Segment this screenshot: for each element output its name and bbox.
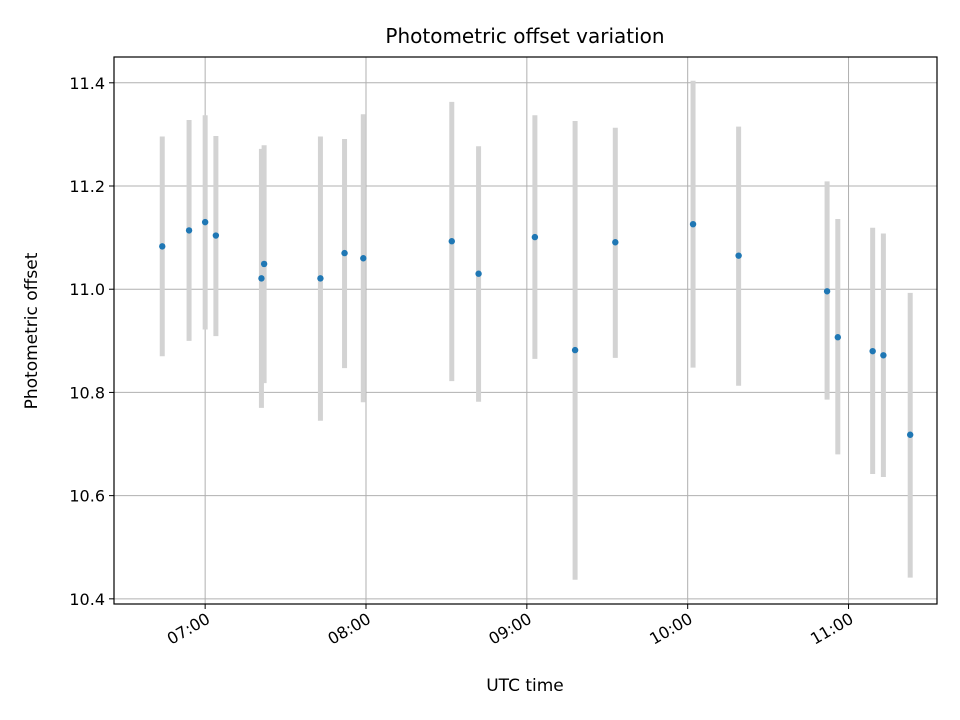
y-axis: 10.4 10.6 10.8 11.0 11.2 11.4 [69, 74, 114, 609]
data-point [735, 252, 742, 259]
data-point [612, 239, 619, 246]
data-point [258, 275, 265, 282]
chart-title: Photometric offset variation [385, 24, 664, 48]
data-point [571, 346, 579, 354]
grid [114, 57, 937, 604]
data-points [159, 218, 914, 438]
data-point [185, 227, 193, 234]
data-point [834, 334, 842, 341]
data-point [475, 270, 482, 277]
plot-frame [113, 56, 938, 605]
data-point [212, 232, 220, 239]
y-tick-label: 11.2 [69, 177, 105, 196]
y-tick-label: 11.0 [69, 280, 105, 299]
data-point [341, 249, 348, 257]
data-point [880, 352, 887, 359]
data-point [159, 243, 166, 250]
data-point [448, 238, 455, 245]
y-tick-label: 10.8 [69, 383, 105, 402]
data-point [869, 347, 876, 355]
y-tick-label: 11.4 [69, 74, 105, 93]
y-axis-label: Photometric offset [22, 252, 42, 409]
data-point [531, 233, 539, 241]
y-tick-label: 10.6 [69, 487, 105, 506]
data-point [260, 260, 268, 268]
data-point [689, 220, 697, 228]
data-point [906, 431, 914, 438]
data-point [317, 275, 324, 282]
data-point [201, 218, 209, 226]
data-point [360, 255, 367, 262]
data-point [823, 288, 831, 295]
x-axis-label: UTC time [486, 676, 564, 696]
y-tick-label: 10.4 [69, 590, 105, 609]
